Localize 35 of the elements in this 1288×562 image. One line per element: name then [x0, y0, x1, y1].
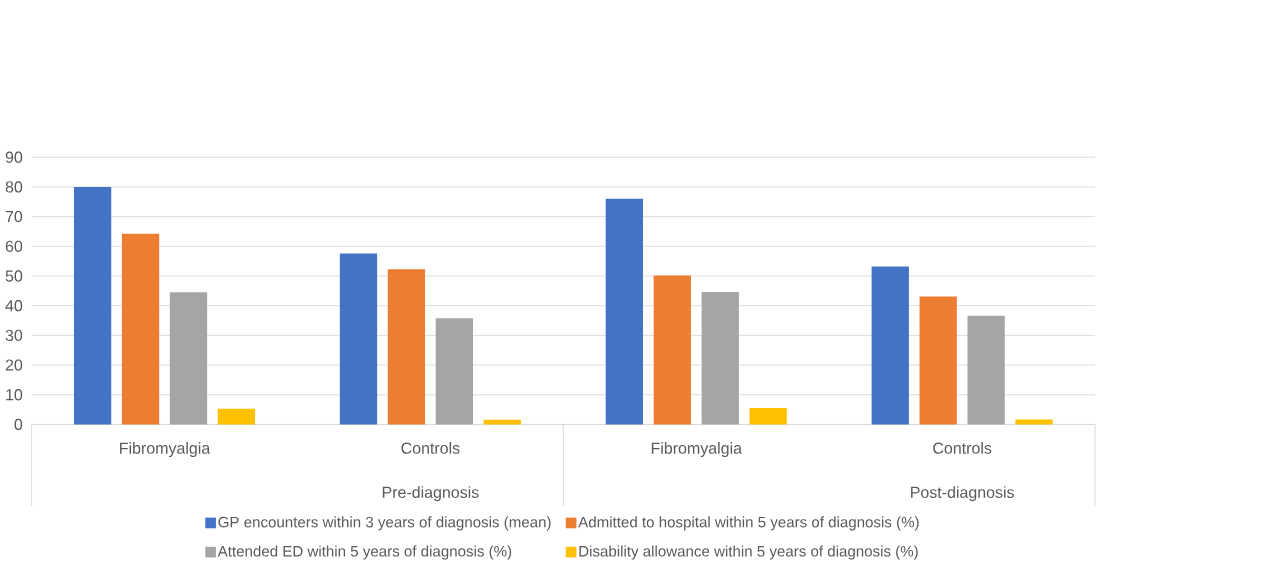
bar — [435, 318, 474, 425]
y-tick-label: 90 — [5, 151, 23, 163]
y-tick-label: 10 — [6, 388, 23, 401]
bar — [169, 292, 208, 425]
bar — [73, 186, 112, 425]
y-tick-label: 50 — [5, 270, 23, 282]
y-tick-label: 60 — [5, 240, 23, 252]
text: Pre-diagnosis — [382, 486, 479, 501]
bar — [871, 266, 909, 425]
y-tick-label: 20 — [5, 359, 23, 371]
bar — [749, 407, 787, 425]
y-tick-label: 40 — [5, 299, 23, 312]
y-tick-label: 0 — [14, 418, 23, 430]
bar — [701, 291, 739, 425]
bar — [387, 269, 426, 425]
text: Post-diagnosis — [911, 486, 1014, 501]
bar — [121, 233, 160, 425]
x-tick-label: Controls — [401, 441, 460, 454]
legend-label: Attended ED within 5 years of diagnosis (%) — [217, 545, 512, 560]
legend-label: Admitted to hospital within 5 years of diagnosis (%) — [578, 516, 919, 531]
x-tick-label: Controls — [933, 441, 992, 454]
y-tick-label: 80 — [5, 181, 23, 193]
legend-label: Disability allowance within 5 years of diagnosis (%) — [579, 545, 918, 560]
bar — [919, 296, 957, 425]
bar — [653, 275, 691, 425]
bar — [967, 315, 1005, 425]
bar — [605, 198, 644, 425]
x-tick-label: Fibromyalgia — [120, 441, 211, 457]
y-tick-label: 70 — [5, 210, 23, 223]
legend-label: GP encounters within 3 years of diagnosis (mean) — [218, 516, 551, 531]
bar — [1015, 419, 1053, 425]
x-tick-label: Fibromyalgia — [651, 441, 742, 457]
bar — [339, 253, 378, 425]
y-tick-label: 30 — [5, 329, 23, 341]
bar — [217, 408, 256, 425]
